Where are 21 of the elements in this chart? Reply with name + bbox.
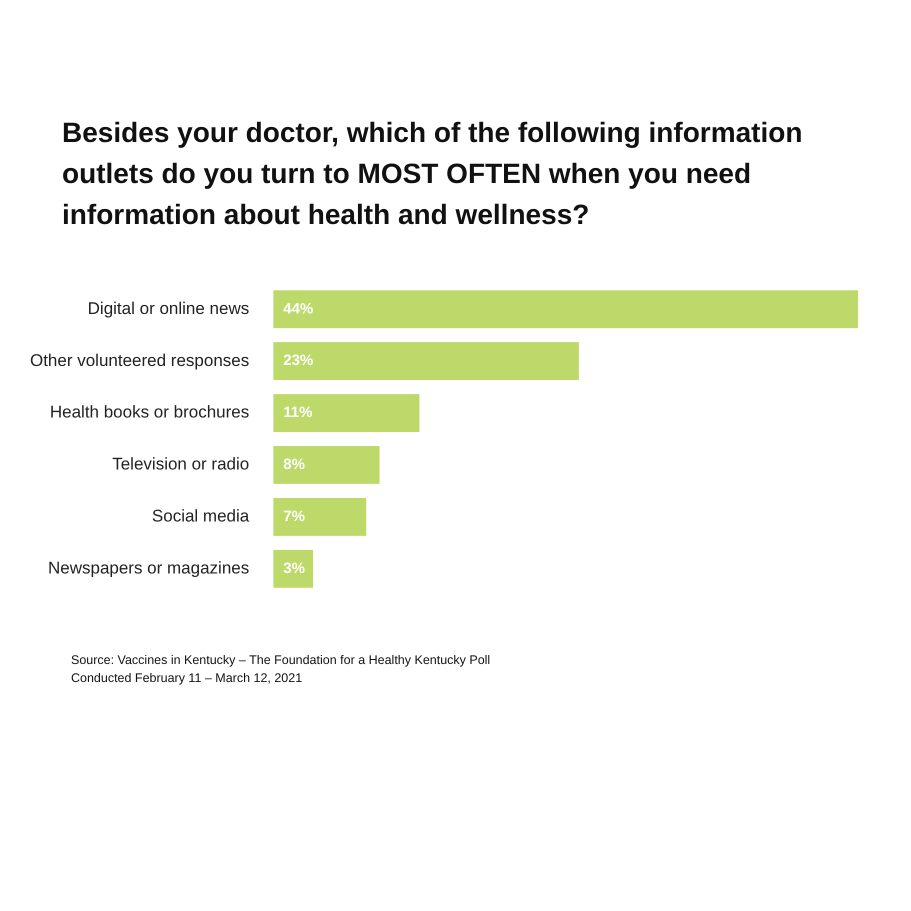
source-note: Source: Vaccines in Kentucky – The Foundation for a Healthy Kentucky Poll [71, 652, 492, 669]
y-tick-label: Television or radio [112, 454, 250, 474]
chart-title: Besides your doctor, which of the following information outlets do you turn to MOST OFTEN when you need information about health and wellness? [61, 116, 804, 232]
y-tick-label: Newspapers or magazines [48, 558, 250, 578]
y-tick-label: Other volunteered responses [30, 350, 250, 370]
y-tick-label: Health books or brochures [50, 402, 250, 422]
y-tick-label: Digital or online news [88, 298, 250, 318]
bar [273, 498, 366, 536]
text: Conducted February 11 – March 12, 2021 [71, 670, 304, 687]
data-label: 11% [283, 404, 312, 422]
bar [273, 446, 380, 484]
y-tick-label: Social media [152, 506, 250, 526]
data-label: 23% [283, 352, 314, 370]
data-label: 8% [283, 456, 305, 474]
bar [273, 394, 420, 432]
data-label: 3% [283, 560, 305, 577]
bar [273, 550, 314, 588]
bar [273, 342, 579, 380]
bar [273, 290, 858, 328]
data-label: 7% [283, 508, 305, 526]
data-label: 44% [283, 300, 314, 318]
